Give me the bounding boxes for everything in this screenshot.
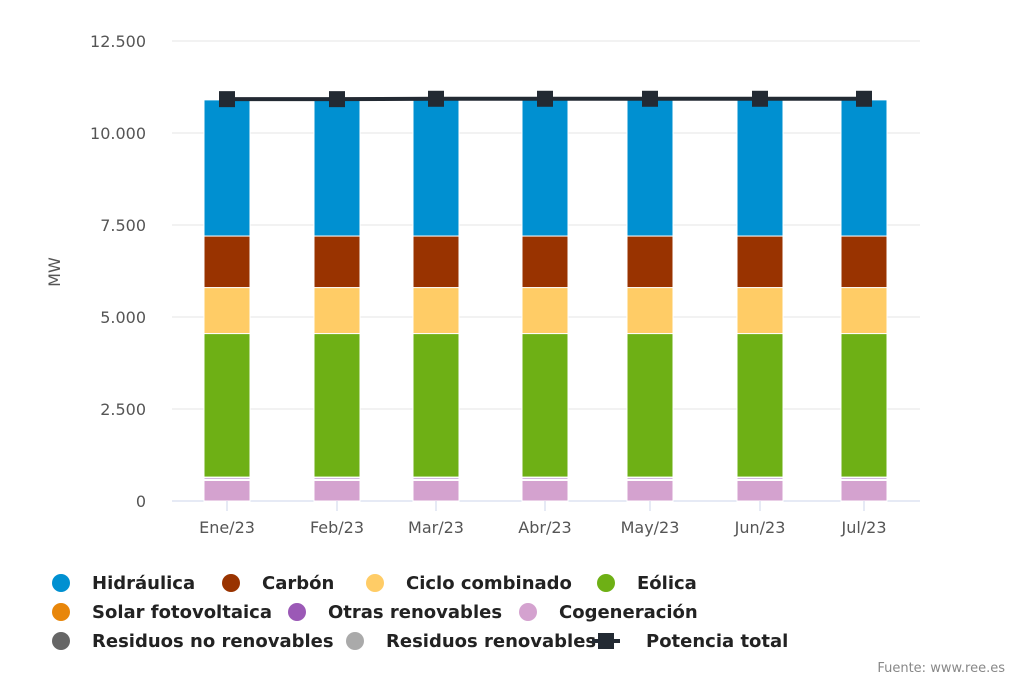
y-tick-label: 0	[136, 492, 146, 511]
legend-item: Carbón	[222, 573, 334, 594]
x-tick-label: Mar/23	[408, 518, 464, 537]
legend-label: Otras renovables	[328, 602, 502, 623]
legend-item: Potencia total	[592, 631, 788, 652]
legend-label: Residuos no renovables	[92, 631, 334, 652]
x-tick-label: Feb/23	[310, 518, 364, 537]
legend-item: Eólica	[597, 573, 697, 594]
bar-segment	[203, 99, 251, 237]
y-tick-label: 10.000	[90, 124, 146, 143]
legend-dot-icon	[222, 574, 240, 592]
total-line-marker	[537, 90, 553, 107]
legend-item: Residuos renovables	[346, 631, 596, 652]
bar-segment	[736, 479, 784, 502]
bar-segment	[840, 99, 888, 237]
legend: Hidráulica Carbón Ciclo combinado Eólica Sol…	[52, 573, 788, 652]
x-tick-label: Ene/23	[199, 518, 255, 537]
total-line	[219, 90, 872, 108]
bars	[203, 99, 888, 502]
legend-label: Hidráulica	[92, 573, 195, 594]
legend-dot-icon	[346, 632, 364, 650]
legend-square-icon	[598, 633, 614, 649]
bar-segment	[521, 99, 569, 237]
bar-segment	[736, 99, 784, 237]
source-credit: Fuente: www.ree.es	[877, 661, 1005, 676]
bar-segment	[521, 333, 569, 478]
total-line-marker	[856, 90, 872, 107]
legend-dot-icon	[52, 574, 70, 592]
bar-segment	[626, 99, 674, 237]
total-line-marker	[428, 90, 444, 107]
x-tick-label: Jun/23	[734, 518, 786, 537]
bar-segment	[521, 235, 569, 289]
y-tick-label: 12.500	[90, 32, 146, 51]
x-axis: Ene/23 Feb/23 Mar/23 Abr/23 May/23 Jun/23 Jul/…	[199, 501, 887, 537]
bar-segment	[313, 333, 361, 478]
y-axis-ticks: 0 2.500 5.000 7.500 10.000 12.500	[90, 32, 146, 511]
total-line-marker	[752, 90, 768, 107]
legend-item: Cogeneración	[519, 602, 698, 623]
bar-segment	[203, 235, 251, 289]
bar-segment	[626, 333, 674, 478]
y-tick-label: 2.500	[100, 400, 146, 419]
y-tick-label: 5.000	[100, 308, 146, 327]
total-line-marker	[219, 91, 235, 108]
bar-segment	[203, 287, 251, 335]
total-line-marker	[642, 90, 658, 107]
legend-item: Solar fotovoltaica	[52, 602, 272, 623]
bar-segment	[626, 235, 674, 289]
y-axis-label: MW	[45, 257, 64, 287]
bar-segment	[412, 235, 460, 289]
bar-segment	[412, 479, 460, 502]
bar-segment	[313, 287, 361, 335]
bar-segment	[840, 287, 888, 335]
bar-segment	[412, 99, 460, 237]
x-tick-label: Abr/23	[518, 518, 571, 537]
legend-dot-icon	[52, 603, 70, 621]
legend-dot-icon	[519, 603, 537, 621]
x-tick-label: Jul/23	[840, 518, 886, 537]
legend-dot-icon	[366, 574, 384, 592]
legend-label: Eólica	[637, 573, 697, 594]
legend-label: Ciclo combinado	[406, 573, 572, 594]
bar-segment	[736, 235, 784, 289]
legend-label: Potencia total	[646, 631, 788, 652]
legend-dot-icon	[288, 603, 306, 621]
x-tick-label: May/23	[621, 518, 680, 537]
bar-segment	[203, 479, 251, 502]
bar-segment	[736, 333, 784, 478]
bar-segment	[840, 235, 888, 289]
bar-segment	[412, 333, 460, 478]
legend-label: Solar fotovoltaica	[92, 602, 272, 623]
legend-item: Ciclo combinado	[366, 573, 572, 594]
legend-label: Cogeneración	[559, 602, 698, 623]
legend-item: Otras renovables	[288, 602, 502, 623]
bar-segment	[313, 235, 361, 289]
bar-segment	[412, 287, 460, 335]
bar-segment	[313, 479, 361, 502]
bar-segment	[840, 333, 888, 478]
bar-segment	[840, 479, 888, 502]
bar-segment	[203, 333, 251, 478]
legend-item: Hidráulica	[52, 573, 195, 594]
bar-segment	[313, 99, 361, 237]
legend-dot-icon	[597, 574, 615, 592]
bar-segment	[521, 287, 569, 335]
legend-label: Residuos renovables	[386, 631, 596, 652]
total-line-marker	[329, 91, 345, 108]
bar-segment	[736, 287, 784, 335]
y-tick-label: 7.500	[100, 216, 146, 235]
legend-dot-icon	[52, 632, 70, 650]
bar-segment	[626, 287, 674, 335]
legend-item: Residuos no renovables	[52, 631, 334, 652]
bar-segment	[521, 479, 569, 502]
bar-segment	[626, 479, 674, 502]
legend-label: Carbón	[262, 573, 334, 594]
